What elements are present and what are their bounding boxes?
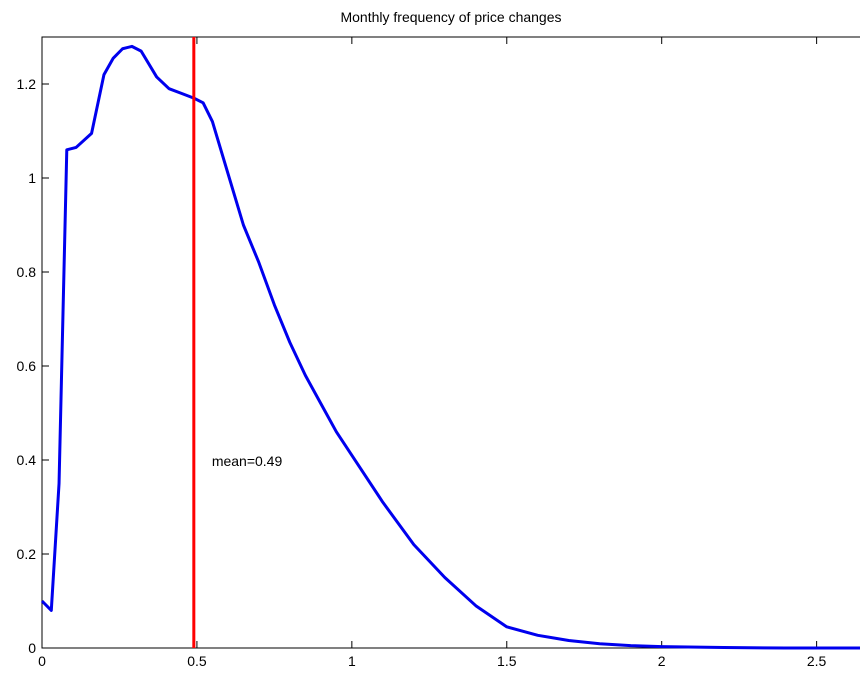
x-tick-label: 2 [658,653,666,669]
y-tick-label: 0.6 [17,358,37,374]
x-tick-label: 1 [348,653,356,669]
y-tick-label: 0 [28,640,36,656]
y-tick-label: 1.2 [17,76,37,92]
chart-title: Monthly frequency of price changes [340,9,561,25]
x-tick-label: 0.5 [187,653,207,669]
x-tick-label: 2.5 [807,653,827,669]
x-tick-label: 0 [38,653,46,669]
y-tick-label: 0.2 [17,546,37,562]
annotation: mean=0.49 [212,453,283,469]
y-tick-label: 0.4 [17,452,37,468]
plot-area [41,36,860,649]
data-line [40,44,860,650]
y-tick-label: 0.8 [17,264,37,280]
x-tick-label: 1.5 [497,653,517,669]
y-tick-label: 1 [28,170,36,186]
